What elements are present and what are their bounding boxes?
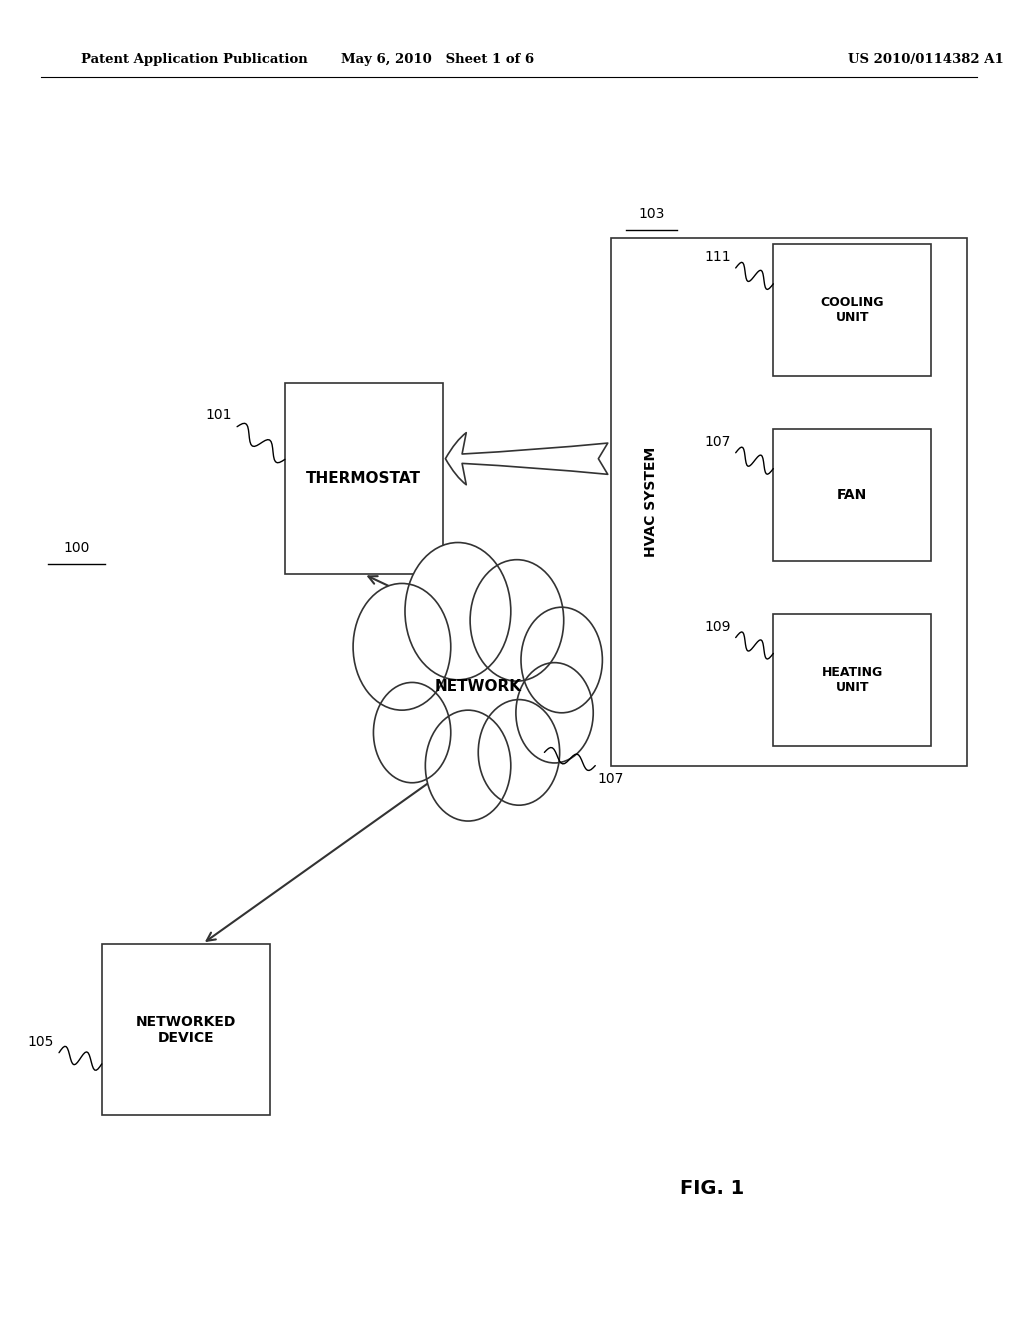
Text: NETWORKED
DEVICE: NETWORKED DEVICE [135,1015,236,1044]
Text: 103: 103 [638,207,665,220]
Text: 101: 101 [206,408,232,422]
Text: NETWORK: NETWORK [435,678,522,694]
Text: Patent Application Publication: Patent Application Publication [81,53,308,66]
Circle shape [521,607,602,713]
Text: COOLING
UNIT: COOLING UNIT [820,296,884,325]
Text: FAN: FAN [837,488,867,502]
Text: HVAC SYSTEM: HVAC SYSTEM [644,446,658,557]
Text: May 6, 2010   Sheet 1 of 6: May 6, 2010 Sheet 1 of 6 [341,53,535,66]
Circle shape [425,710,511,821]
Bar [610,238,967,766]
Bar [773,614,931,746]
Text: FIG. 1: FIG. 1 [680,1179,744,1197]
Bar [285,383,442,574]
Bar [773,429,931,561]
Text: 105: 105 [28,1035,54,1049]
Text: US 2010/0114382 A1: US 2010/0114382 A1 [848,53,1004,66]
Circle shape [404,543,511,680]
Circle shape [419,616,538,770]
Circle shape [470,560,564,681]
Text: 111: 111 [705,251,731,264]
Circle shape [374,682,451,783]
Circle shape [353,583,451,710]
Bar [773,244,931,376]
Bar [101,944,269,1115]
Circle shape [478,700,560,805]
Text: 109: 109 [705,620,730,634]
Text: THERMOSTAT: THERMOSTAT [306,471,421,486]
Circle shape [516,663,593,763]
Text: 107: 107 [597,772,624,785]
Text: HEATING
UNIT: HEATING UNIT [821,665,883,694]
Text: 107: 107 [705,436,730,449]
Text: 100: 100 [63,541,89,554]
